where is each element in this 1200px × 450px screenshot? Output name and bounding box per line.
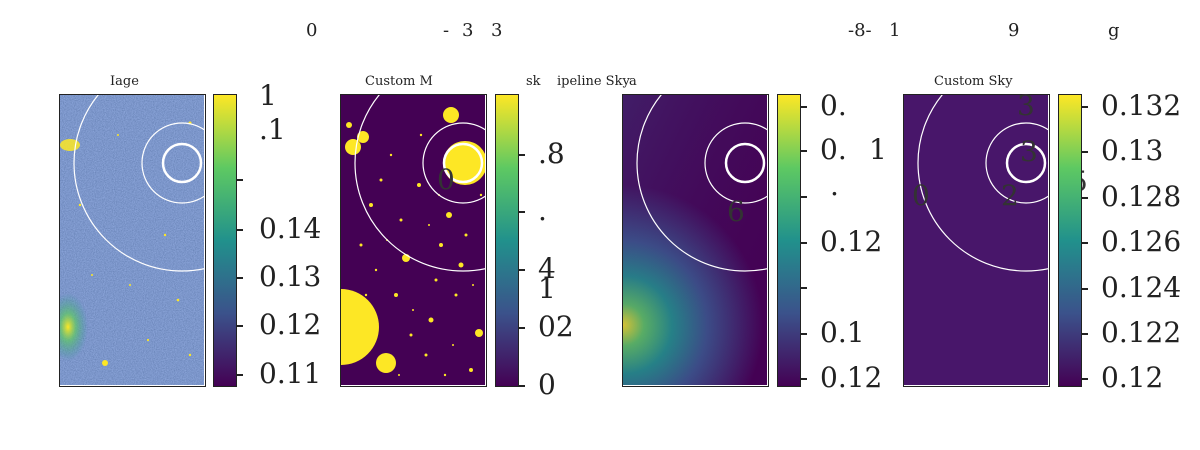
colorbar-pipeline-sky-tick (801, 242, 807, 244)
pipeline-sky-overlay-label: 6 (727, 195, 745, 228)
colorbar-pipeline-sky (777, 94, 801, 387)
image-heatmap (60, 95, 204, 385)
top-label-3: 3 (462, 20, 474, 41)
custom-sky-overlay-label: 0 (912, 179, 930, 212)
colorbar-pipeline-sky-tick (801, 333, 807, 335)
colorbar-pipeline-sky-label: 0.12 (820, 225, 883, 258)
colorbar-image-label: 0.14 (259, 212, 322, 245)
colorbar-image-tick (237, 325, 243, 327)
colorbar-custom-sky-tick (1082, 333, 1088, 335)
custom-mask-overlay-label: 0 (437, 163, 455, 196)
colorbar-custom-sky-tick (1082, 378, 1088, 380)
panel-title-image: Iage (110, 74, 139, 89)
colorbar-image-tick (237, 229, 243, 231)
stray-label-a: a (629, 74, 637, 89)
colorbar-custom-mask-tick (519, 154, 525, 156)
colorbar-pipeline-sky-tick (801, 196, 807, 198)
image-panel (59, 94, 206, 387)
colorbar-image-label: 0.13 (259, 260, 322, 293)
colorbar-image-label: 0.12 (259, 308, 322, 341)
colorbar-custom-sky-label: 0.124 (1101, 271, 1182, 304)
colorbar-custom-sky (1058, 94, 1082, 387)
custom-sky-overlay-label: 3 (1020, 135, 1038, 168)
colorbar-custom-sky-label: 0.122 (1101, 316, 1182, 349)
colorbar-custom-mask-label: .8 (538, 137, 565, 170)
colorbar-image-tick (237, 179, 243, 181)
colorbar-pipeline-sky-label: 0. (820, 133, 847, 166)
colorbar-custom-sky-label: 0.128 (1101, 180, 1182, 213)
colorbar-pipeline-sky-tick (801, 287, 807, 289)
top-label-1: 0 (306, 20, 318, 41)
colorbar-custom-sky-tick (1082, 242, 1088, 244)
colorbar-custom-mask-label: 02 (538, 310, 574, 343)
colorbar-image-label: .1 (259, 113, 286, 146)
top-label-6: 1 (889, 20, 901, 41)
colorbar-custom-mask-tick (519, 211, 525, 213)
colorbar-custom-sky-label: 0.13 (1101, 134, 1164, 167)
stray-label-sk: sk (526, 74, 541, 89)
panel-title-custom-sky: Custom Sky (934, 74, 1013, 89)
custom-sky-overlay-label: 2 (1001, 179, 1019, 212)
colorbar-pipeline-sky-label: 0.12 (820, 361, 883, 394)
pipeline-sky-heatmap (623, 95, 767, 385)
colorbar-image-tick (237, 374, 243, 376)
top-label-4: 3 (491, 20, 503, 41)
custom-sky-overlay-label: 3 (1017, 89, 1035, 122)
colorbar-custom-mask-label: 1 (538, 272, 556, 305)
custom-mask-heatmap (341, 95, 485, 385)
colorbar-custom-sky-tick (1082, 197, 1088, 199)
colorbar-custom-mask-tick (519, 327, 525, 329)
colorbar-custom-sky-tick (1082, 106, 1088, 108)
colorbar-pipeline-sky-tick (801, 150, 807, 152)
colorbar-custom-sky-label: 0.126 (1101, 225, 1182, 258)
colorbar-image-label: 0.11 (259, 357, 322, 390)
colorbar-custom-mask-label: . (538, 194, 547, 227)
colorbar-custom-sky-label: 0.132 (1101, 89, 1182, 122)
colorbar-pipeline-sky-label: 0.1 (820, 316, 865, 349)
panel-title-custom-mask: Custom M (365, 74, 433, 89)
custom-sky-heatmap (904, 95, 1048, 385)
top-label-7: 9 (1008, 20, 1020, 41)
colorbar-image-tick (237, 277, 243, 279)
colorbar-image (213, 94, 237, 387)
colorbar-image-label: 1 (259, 79, 277, 112)
colorbar-custom-mask-label: 0 (538, 368, 556, 401)
top-label-5: -8- (848, 20, 872, 41)
top-label-8: g (1108, 20, 1120, 41)
colorbar-custom-sky-label: 0.12 (1101, 361, 1164, 394)
stray-label-pipeline-sky: ipeline Sky (557, 74, 630, 89)
colorbar-custom-mask-tick (519, 269, 525, 271)
colorbar-custom-sky-tick (1082, 151, 1088, 153)
colorbar-custom-sky-tick (1082, 288, 1088, 290)
colorbar-pipeline-sky-label: 0. (820, 89, 847, 122)
custom-mask-panel (340, 94, 487, 387)
colorbar-pipeline-sky-tick (801, 106, 807, 108)
colorbar-pipeline-sky-tick (801, 378, 807, 380)
colorbar-pipeline-sky-label: . (830, 169, 839, 202)
colorbar-custom-mask-label: 4 (538, 252, 556, 285)
colorbar-custom-mask-tick (519, 385, 525, 387)
colorbar-pipeline-sky-label: 1 (869, 133, 887, 166)
top-label-2: - (443, 20, 450, 41)
pipeline-sky-panel (622, 94, 769, 387)
colorbar-custom-mask (495, 94, 519, 387)
custom-sky-panel (903, 94, 1050, 387)
